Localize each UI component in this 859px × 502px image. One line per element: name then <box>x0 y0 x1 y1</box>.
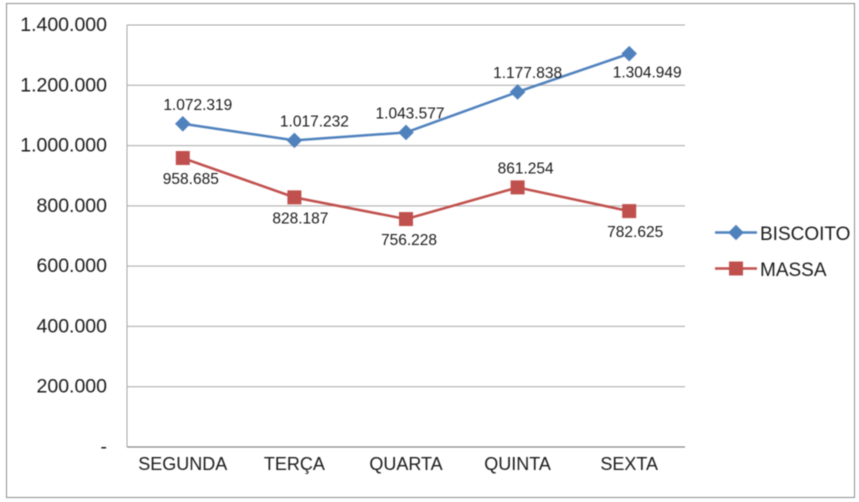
svg-text:BISCOITO: BISCOITO <box>760 224 850 245</box>
svg-text:MASSA: MASSA <box>760 260 827 281</box>
